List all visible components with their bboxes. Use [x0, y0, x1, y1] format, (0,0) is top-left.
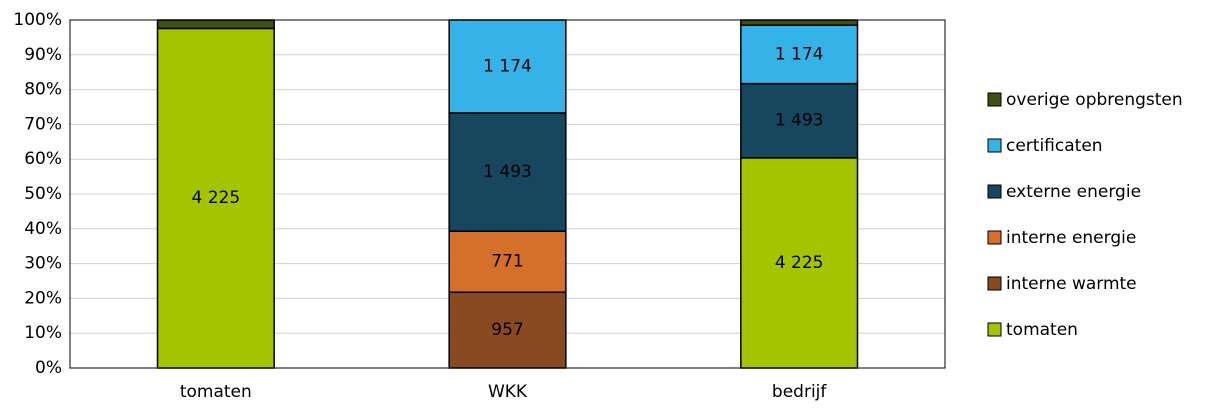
legend-swatch: [987, 184, 1002, 199]
y-tick-label: 0%: [35, 358, 62, 378]
bar-segment: [448, 230, 567, 293]
y-tick-label: 40%: [24, 219, 62, 239]
y-tick-label: 50%: [24, 184, 62, 204]
y-tick-label: 30%: [24, 254, 62, 274]
data-label: 1 174: [775, 44, 824, 64]
legend-swatch: [987, 276, 1002, 291]
data-label: 771: [491, 252, 523, 272]
y-tick-label: 20%: [24, 288, 62, 308]
bar-segment: [740, 82, 859, 159]
y-tick-label: 100%: [13, 10, 62, 30]
data-label: 4 225: [191, 188, 240, 208]
bar-segment: [156, 19, 275, 30]
legend-label: tomaten: [1006, 320, 1078, 340]
legend-label: overige opbrengsten: [1006, 90, 1183, 110]
legend-swatch: [987, 138, 1002, 153]
x-tick-label: WKK: [488, 382, 528, 402]
data-label: 1 493: [775, 111, 824, 131]
legend-label: interne energie: [1006, 228, 1136, 248]
y-tick-label: 10%: [24, 323, 62, 343]
y-tick-label: 90%: [24, 45, 62, 65]
x-tick-label: tomaten: [180, 382, 252, 402]
legend-label: certificaten: [1006, 136, 1103, 156]
y-tick-label: 80%: [24, 80, 62, 100]
legend-swatch: [987, 92, 1002, 107]
x-tick-label: bedrijf: [772, 382, 827, 402]
bar-segment: [740, 19, 859, 26]
legend-label: interne warmte: [1006, 274, 1137, 294]
bar-segment: [740, 24, 859, 85]
bar-segment: [448, 112, 567, 232]
legend-swatch: [987, 322, 1002, 337]
y-tick-label: 70%: [24, 114, 62, 134]
bar-segment: [448, 19, 567, 114]
data-label: 957: [491, 320, 523, 340]
data-label: 1 174: [483, 56, 532, 76]
data-label: 4 225: [775, 253, 824, 273]
bar-segment: [156, 27, 275, 369]
legend-swatch: [987, 230, 1002, 245]
legend-label: externe energie: [1006, 182, 1141, 202]
bar-segment: [448, 291, 567, 369]
y-tick-label: 60%: [24, 149, 62, 169]
data-label: 1 493: [483, 162, 532, 182]
